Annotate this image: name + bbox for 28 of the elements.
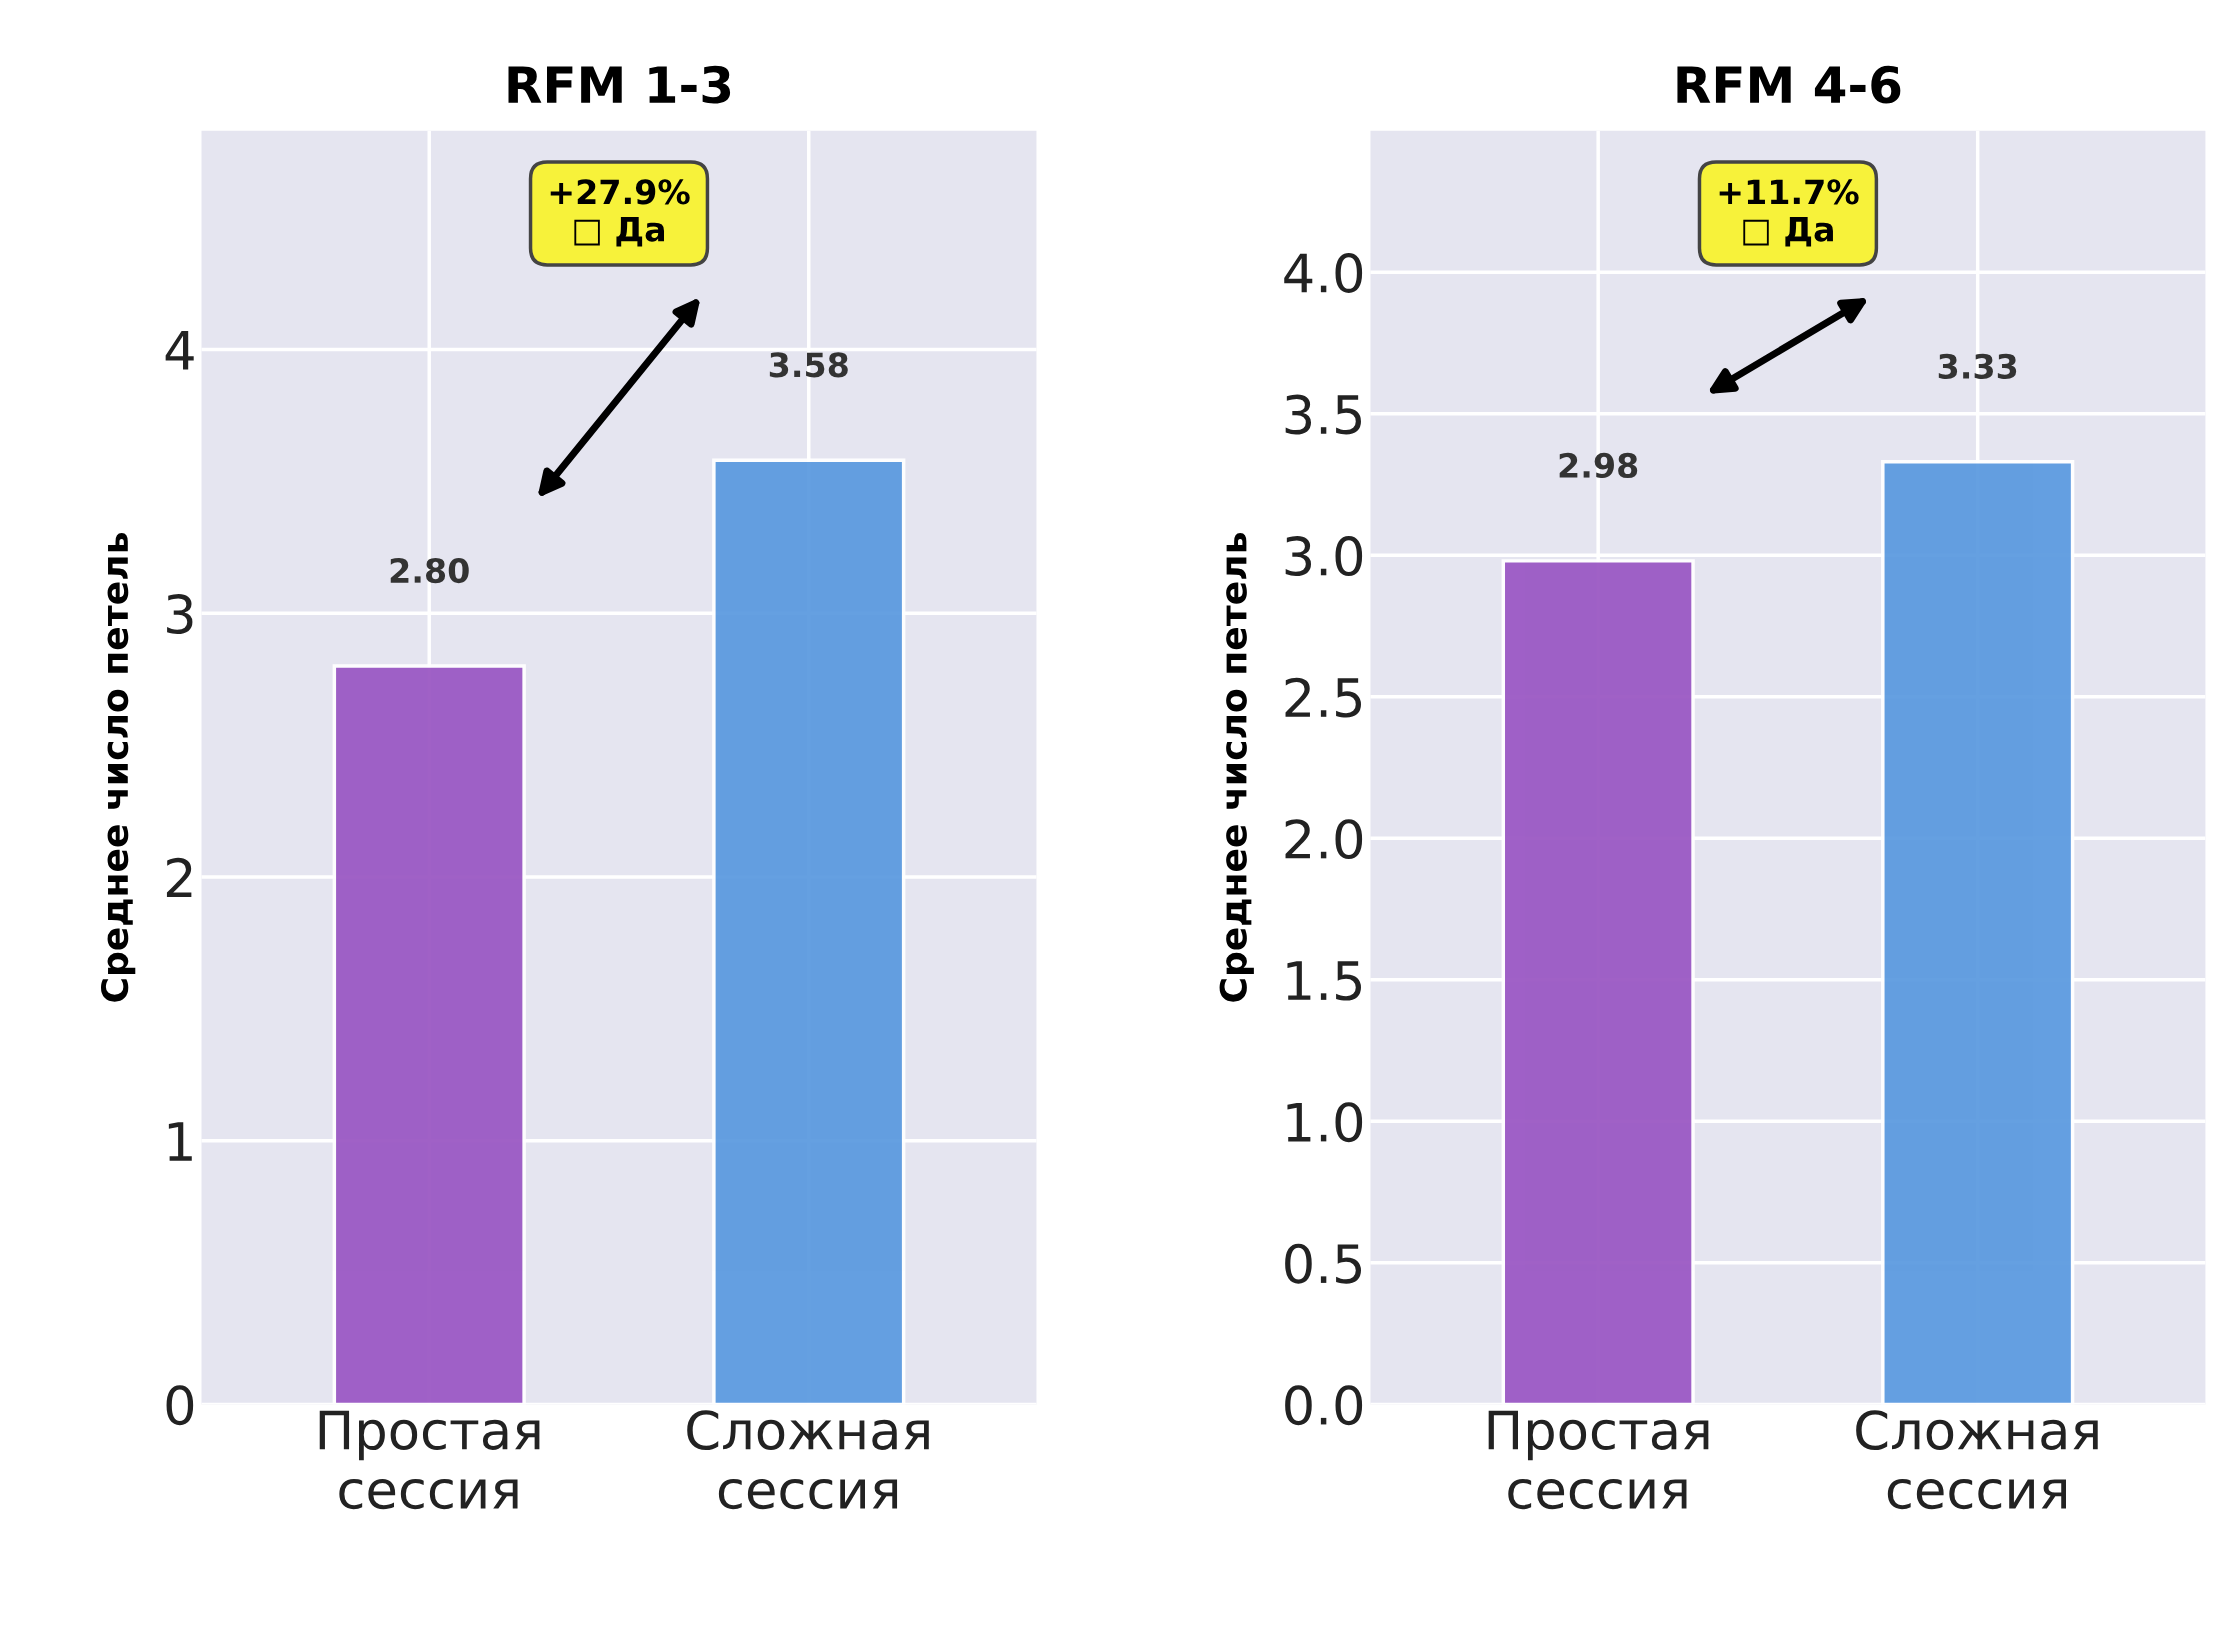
y-tick-label: 0.5	[1285, 1243, 1361, 1284]
y-tick-label: 3.0	[1285, 536, 1363, 577]
data-label: 3.58	[769, 352, 848, 378]
x-tick-label: Простая сессия	[319, 1410, 540, 1510]
y-tick-label: 1	[168, 1122, 192, 1161]
data-label: 3.33	[1938, 353, 2017, 379]
y-tick-label: 3	[167, 594, 193, 635]
chart-title: RFM 1-3	[508, 65, 731, 104]
x-tick-label: Простая сессия	[1488, 1410, 1709, 1510]
y-tick-label: 0	[166, 1385, 194, 1426]
y-tick-label: 0.0	[1285, 1385, 1363, 1426]
y-tick-label: 3.5	[1285, 394, 1361, 435]
y-tick-label: 1.5	[1287, 961, 1361, 1001]
annotation: +27.9% □ Да	[550, 179, 690, 247]
y-tick-label: 4.0	[1284, 253, 1363, 293]
y-tick-label: 2	[166, 857, 192, 897]
y-axis-title: Среднее число петель	[100, 533, 136, 1002]
chart-title: RFM 4-6	[1677, 65, 1901, 104]
data-label: 2.98	[1559, 452, 1638, 479]
annotation: +11.7% □ Да	[1719, 179, 1859, 247]
y-tick-label: 2.0	[1285, 819, 1363, 860]
data-label: 2.80	[390, 557, 469, 584]
x-tick-label: Сложная сессия	[1856, 1410, 2098, 1510]
y-tick-label: 4	[165, 331, 194, 370]
y-axis-title: Среднее число петель	[1219, 533, 1254, 1002]
y-tick-label: 2.5	[1285, 677, 1361, 718]
x-tick-label: Сложная сессия	[687, 1410, 929, 1510]
y-tick-label: 1.0	[1287, 1102, 1363, 1143]
